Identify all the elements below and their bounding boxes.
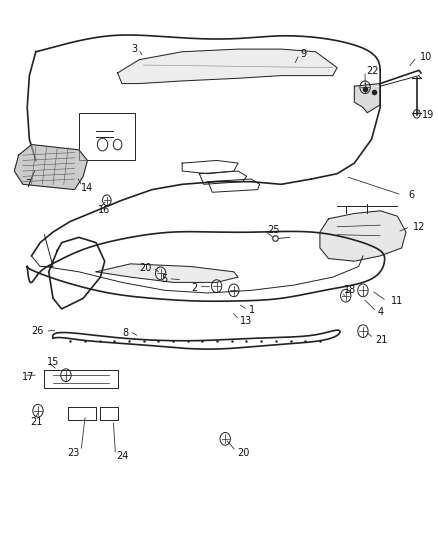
Polygon shape xyxy=(354,84,380,113)
Text: 15: 15 xyxy=(46,357,59,367)
Text: 20: 20 xyxy=(237,448,250,458)
Text: 24: 24 xyxy=(117,451,129,462)
Polygon shape xyxy=(118,49,337,84)
Text: 23: 23 xyxy=(67,448,80,458)
Text: 3: 3 xyxy=(131,44,137,54)
Text: 10: 10 xyxy=(420,52,432,62)
Text: 19: 19 xyxy=(422,110,434,120)
Polygon shape xyxy=(14,144,88,190)
Polygon shape xyxy=(96,264,238,282)
Text: 5: 5 xyxy=(161,273,167,284)
Text: 21: 21 xyxy=(375,335,387,345)
Text: 17: 17 xyxy=(22,372,35,382)
Text: 18: 18 xyxy=(343,285,356,295)
Text: 16: 16 xyxy=(98,205,110,215)
Text: 7: 7 xyxy=(25,179,31,189)
Text: 20: 20 xyxy=(139,263,151,272)
Text: 6: 6 xyxy=(408,190,414,200)
Text: 13: 13 xyxy=(240,316,253,326)
Text: 21: 21 xyxy=(31,417,43,427)
Text: 8: 8 xyxy=(122,328,128,338)
Text: 1: 1 xyxy=(249,305,255,315)
Text: 25: 25 xyxy=(268,225,280,236)
Text: 22: 22 xyxy=(367,67,379,76)
Text: 26: 26 xyxy=(31,326,43,336)
Text: 12: 12 xyxy=(413,222,425,232)
Text: 2: 2 xyxy=(191,282,197,293)
Polygon shape xyxy=(320,211,406,261)
Text: 4: 4 xyxy=(378,306,384,317)
Text: 14: 14 xyxy=(81,183,93,193)
Text: 9: 9 xyxy=(300,50,307,59)
Text: 11: 11 xyxy=(391,296,403,306)
